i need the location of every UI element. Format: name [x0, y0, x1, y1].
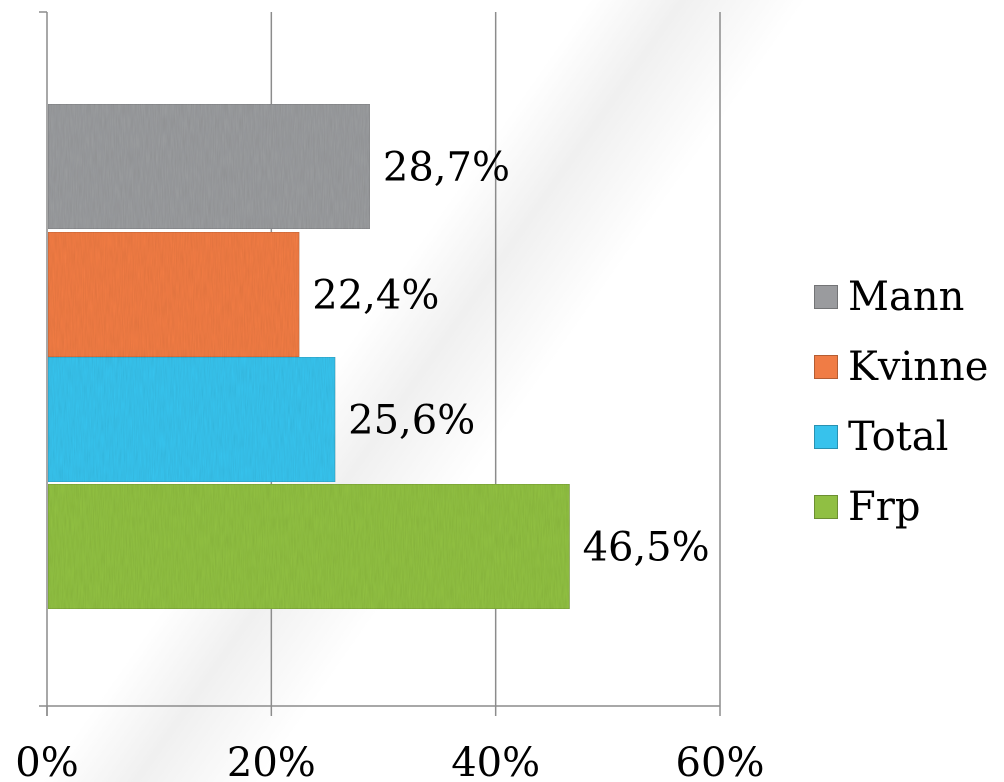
legend-swatch — [814, 495, 838, 519]
legend-label: Total — [848, 414, 949, 460]
bar-kvinne — [47, 231, 300, 358]
data-label-frp: 46,5% — [583, 525, 710, 571]
legend-swatch — [814, 355, 838, 379]
x-tick-label: 20% — [227, 740, 316, 782]
axes — [39, 11, 721, 716]
bar-frp — [47, 483, 571, 610]
x-tick-label: 0% — [15, 740, 78, 782]
x-tick-label: 40% — [451, 740, 540, 782]
category-label: e — [0, 334, 2, 374]
x-tick-label: 60% — [676, 740, 765, 782]
x-tick-labels: 0% 20% 40% 60% — [15, 740, 764, 782]
legend-label: Kvinne — [848, 344, 989, 390]
legend-item-mann: Mann — [814, 262, 988, 332]
legend-swatch — [814, 285, 838, 309]
legend: Mann Kvinne Total Frp — [814, 262, 988, 542]
legend-item-total: Total — [814, 402, 988, 472]
bar-mann — [47, 103, 371, 230]
legend-item-kvinne: Kvinne — [814, 332, 988, 402]
legend-item-frp: Frp — [814, 472, 988, 542]
legend-label: Mann — [848, 274, 965, 320]
data-label-kvinne: 22,4% — [312, 273, 439, 319]
data-labels: 28,7% 22,4% 25,6% 46,5% — [312, 145, 709, 571]
legend-swatch — [814, 425, 838, 449]
bars — [47, 103, 571, 610]
legend-label: Frp — [848, 484, 921, 530]
data-label-total: 25,6% — [348, 398, 475, 444]
data-label-mann: 28,7% — [383, 145, 510, 191]
bar-total — [47, 356, 336, 483]
